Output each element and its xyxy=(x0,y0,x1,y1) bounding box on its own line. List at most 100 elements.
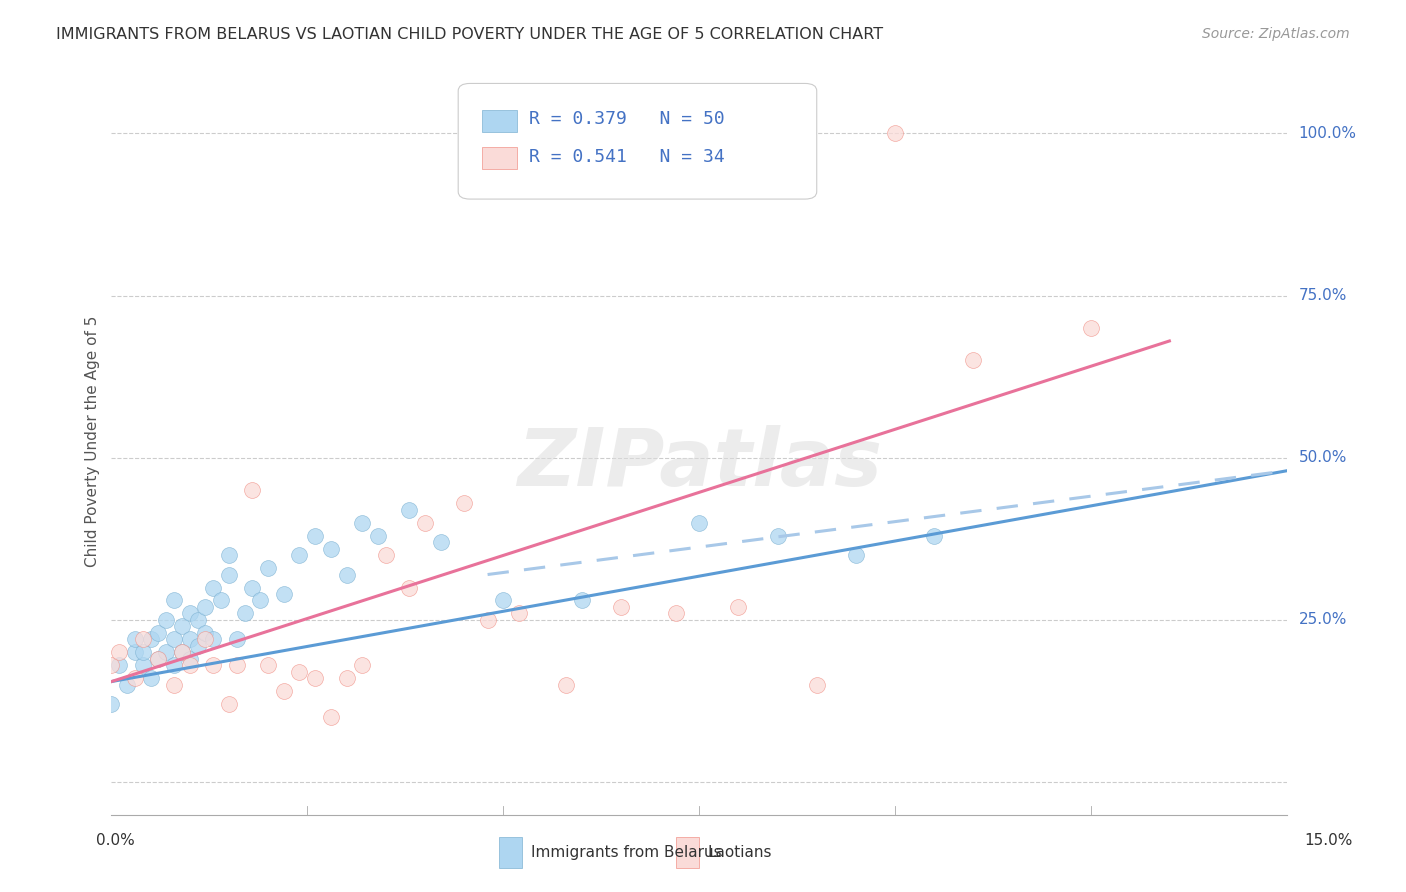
Bar xyxy=(676,838,700,868)
Point xyxy=(202,632,225,647)
Text: 25.0%: 25.0% xyxy=(1299,613,1347,627)
Point xyxy=(124,645,146,659)
Point xyxy=(242,483,264,498)
Point xyxy=(304,528,326,542)
Point xyxy=(132,632,155,647)
Point xyxy=(108,645,131,659)
Point xyxy=(571,593,593,607)
Point xyxy=(429,535,451,549)
Point xyxy=(398,502,420,516)
Text: 0.0%: 0.0% xyxy=(96,833,135,847)
Point xyxy=(124,632,146,647)
Point xyxy=(194,632,217,647)
Point xyxy=(1080,321,1102,335)
Point xyxy=(273,587,295,601)
Bar xyxy=(499,838,523,868)
Point xyxy=(132,645,155,659)
Point xyxy=(218,567,240,582)
Point xyxy=(288,665,311,679)
Point xyxy=(319,541,342,556)
Point xyxy=(367,528,389,542)
Point xyxy=(398,581,420,595)
Point xyxy=(413,516,436,530)
Point xyxy=(665,607,688,621)
Point xyxy=(288,548,311,562)
Point xyxy=(257,658,280,673)
Point xyxy=(194,626,217,640)
Point xyxy=(492,593,515,607)
Point xyxy=(225,632,247,647)
Point xyxy=(163,678,186,692)
Point xyxy=(187,639,209,653)
Point xyxy=(233,607,256,621)
Point xyxy=(124,671,146,685)
Point xyxy=(170,619,193,633)
Text: Source: ZipAtlas.com: Source: ZipAtlas.com xyxy=(1202,27,1350,41)
Point xyxy=(100,698,122,712)
Point xyxy=(688,516,710,530)
Point xyxy=(179,607,201,621)
Point xyxy=(335,671,357,685)
FancyBboxPatch shape xyxy=(482,147,517,169)
Point xyxy=(352,658,374,673)
Point xyxy=(100,658,122,673)
Point xyxy=(170,645,193,659)
Point xyxy=(148,652,170,666)
Point xyxy=(163,632,186,647)
Point xyxy=(108,658,131,673)
Point xyxy=(806,678,828,692)
Point xyxy=(187,613,209,627)
Y-axis label: Child Poverty Under the Age of 5: Child Poverty Under the Age of 5 xyxy=(86,316,100,567)
Point xyxy=(139,632,162,647)
Point xyxy=(202,581,225,595)
Point xyxy=(453,496,475,510)
Point xyxy=(170,645,193,659)
Point xyxy=(209,593,232,607)
FancyBboxPatch shape xyxy=(458,84,817,199)
Point xyxy=(163,658,186,673)
Text: Laotians: Laotians xyxy=(709,846,772,860)
Point xyxy=(139,671,162,685)
Point xyxy=(163,593,186,607)
Text: ZIPatlas: ZIPatlas xyxy=(516,425,882,503)
Point xyxy=(727,599,749,614)
Text: Immigrants from Belarus: Immigrants from Belarus xyxy=(531,846,721,860)
Point xyxy=(610,599,633,614)
Point xyxy=(115,678,138,692)
Point xyxy=(194,599,217,614)
Point xyxy=(242,581,264,595)
Text: 15.0%: 15.0% xyxy=(1305,833,1353,847)
Point xyxy=(155,613,177,627)
Text: 100.0%: 100.0% xyxy=(1299,126,1357,141)
Point xyxy=(257,561,280,575)
Point xyxy=(845,548,868,562)
Point xyxy=(304,671,326,685)
Point xyxy=(202,658,225,673)
Point xyxy=(132,658,155,673)
Point xyxy=(179,632,201,647)
Text: IMMIGRANTS FROM BELARUS VS LAOTIAN CHILD POVERTY UNDER THE AGE OF 5 CORRELATION : IMMIGRANTS FROM BELARUS VS LAOTIAN CHILD… xyxy=(56,27,883,42)
Point xyxy=(508,607,530,621)
Text: R = 0.379   N = 50: R = 0.379 N = 50 xyxy=(529,111,724,128)
FancyBboxPatch shape xyxy=(482,110,517,132)
Point xyxy=(179,658,201,673)
Text: 50.0%: 50.0% xyxy=(1299,450,1347,466)
Point xyxy=(352,516,374,530)
Point xyxy=(148,626,170,640)
Point xyxy=(477,613,499,627)
Point xyxy=(273,684,295,698)
Point xyxy=(319,710,342,724)
Point xyxy=(884,127,907,141)
Point xyxy=(374,548,396,562)
Point xyxy=(179,652,201,666)
Point xyxy=(962,353,984,368)
Point xyxy=(155,645,177,659)
Text: 75.0%: 75.0% xyxy=(1299,288,1347,303)
Point xyxy=(218,698,240,712)
Point xyxy=(148,652,170,666)
Point xyxy=(218,548,240,562)
Text: R = 0.541   N = 34: R = 0.541 N = 34 xyxy=(529,147,724,166)
Point xyxy=(225,658,247,673)
Point xyxy=(335,567,357,582)
Point xyxy=(249,593,271,607)
